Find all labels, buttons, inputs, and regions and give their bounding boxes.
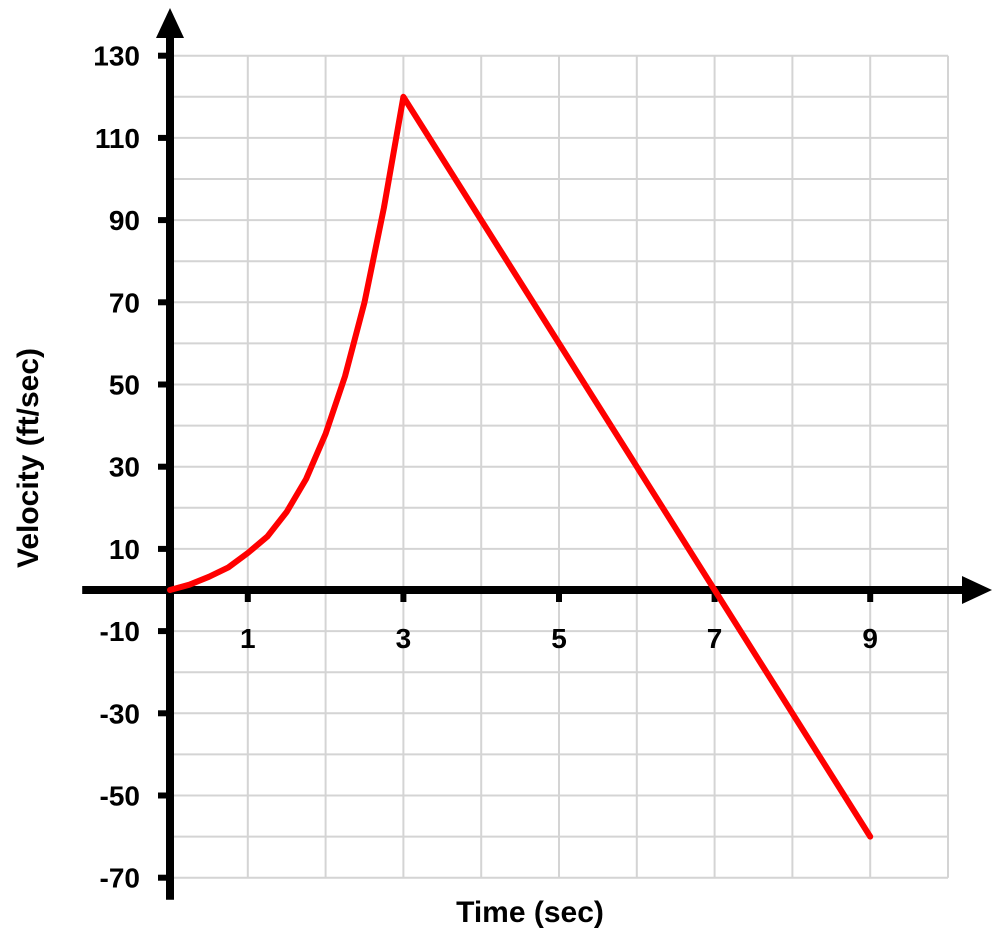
y-tick-label: -70	[100, 863, 140, 894]
axes	[82, 8, 992, 900]
series-group	[167, 93, 874, 840]
grid	[169, 54, 949, 879]
x-tick-label: 5	[551, 623, 567, 654]
y-tick-label: 70	[109, 287, 140, 318]
series-line	[167, 93, 874, 840]
x-tick-label: 3	[396, 623, 412, 654]
x-tick-label: 1	[240, 623, 256, 654]
y-tick-label: 130	[93, 41, 140, 72]
y-tick-label: -10	[100, 616, 140, 647]
y-tick-label: -30	[100, 698, 140, 729]
y-tick-label: 110	[95, 123, 140, 154]
x-axis-title: Time (sec)	[456, 896, 604, 929]
y-tick-label: -50	[100, 781, 140, 812]
y-axis-arrowhead	[156, 8, 184, 38]
y-tick-label: 10	[109, 534, 140, 565]
x-axis-arrowhead	[962, 576, 992, 604]
y-tick-label: 50	[109, 370, 140, 401]
y-tick-label: 30	[109, 452, 140, 483]
x-tick-label: 7	[707, 623, 723, 654]
x-axis-ticks: 1 3 5 7 9	[240, 590, 878, 654]
x-tick-label: 9	[862, 623, 878, 654]
y-axis-title: Velocity (ft/sec)	[12, 348, 45, 568]
y-axis-ticks: 130 110 90 70 50 30 10 -10 -30 -50 -70	[93, 41, 170, 894]
y-tick-label: 90	[109, 205, 140, 236]
